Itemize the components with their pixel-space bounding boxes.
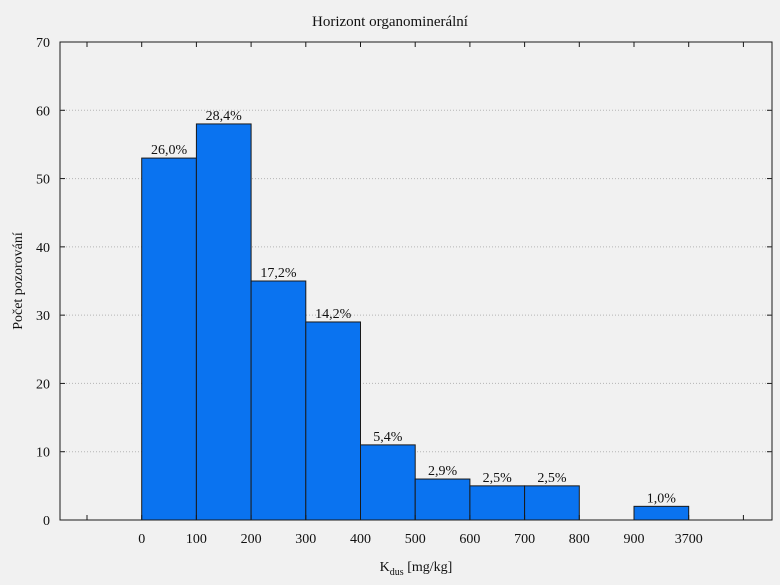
y-tick-label: 30 <box>36 309 50 324</box>
histogram-bar <box>141 157 197 521</box>
y-tick-label: 50 <box>36 173 50 188</box>
x-tick-label: 800 <box>569 532 590 547</box>
y-tick-label: 70 <box>36 36 50 51</box>
y-axis-label: Počet pozorování <box>11 232 26 330</box>
histogram-bar <box>469 485 526 521</box>
x-tick-label: 700 <box>514 532 535 547</box>
bars: 26,0% 28,4% 17,2% 14,2% 5,4% 2,9% 2,5% 2,5% 1,0% <box>141 109 690 521</box>
histogram-bar <box>360 444 416 521</box>
bar-percent-label: 28,4% <box>206 109 243 124</box>
y-tick-label: 60 <box>36 104 50 119</box>
bar-percent-label: 17,2% <box>260 266 297 281</box>
x-tick-label: 3700 <box>675 532 703 547</box>
histogram-bar <box>414 478 471 521</box>
bar-percent-label: 5,4% <box>373 430 403 445</box>
chart-title: Horizont organominerální <box>312 14 468 30</box>
bar-percent-label: 2,5% <box>483 471 513 486</box>
x-tick-label: 100 <box>186 532 207 547</box>
histogram-bar <box>633 505 690 521</box>
bar-percent-label: 14,2% <box>315 307 352 322</box>
x-tick-label: 0 <box>138 532 145 547</box>
y-tick-label: 20 <box>36 377 50 392</box>
bar-percent-label: 2,5% <box>537 471 567 486</box>
histogram-bar <box>524 485 580 521</box>
histogram-bar <box>250 280 307 521</box>
x-tick-label: 300 <box>295 532 316 547</box>
bar-percent-label: 26,0% <box>151 143 188 158</box>
y-tick-label: 40 <box>36 241 50 256</box>
y-tick-label: 0 <box>43 514 50 529</box>
x-axis-label: Kdus [mg/kg] <box>380 560 453 578</box>
x-tick-label: 900 <box>624 532 645 547</box>
y-tick-label: 10 <box>36 446 50 461</box>
x-tick-label: 200 <box>241 532 262 547</box>
x-tick-label: 400 <box>350 532 371 547</box>
bar-percent-label: 2,9% <box>428 464 458 479</box>
bar-percent-label: 1,0% <box>647 491 677 506</box>
histogram-bar <box>305 321 361 521</box>
histogram-bar <box>195 123 252 521</box>
x-tick-label: 500 <box>405 532 426 547</box>
x-tick-label: 600 <box>459 532 480 547</box>
